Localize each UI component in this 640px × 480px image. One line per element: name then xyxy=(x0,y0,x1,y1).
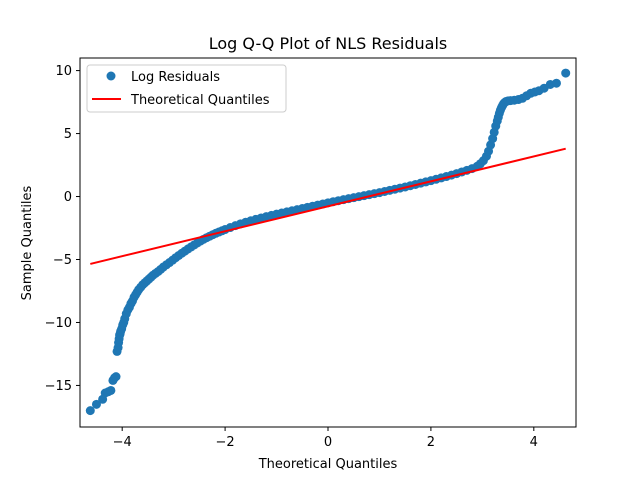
x-tick-label: 4 xyxy=(530,435,538,450)
plot-data-layer xyxy=(85,68,571,416)
legend-marker-log-residuals xyxy=(106,71,116,81)
residual-point xyxy=(91,399,101,409)
y-tick-label: −10 xyxy=(45,316,72,331)
y-tick-label: 5 xyxy=(64,127,72,142)
y-tick-label: 10 xyxy=(55,64,72,79)
x-tick-label: −4 xyxy=(113,435,132,450)
x-axis-label: Theoretical Quantiles xyxy=(258,457,398,472)
x-tick-label: 2 xyxy=(427,435,435,450)
x-tick-label: −2 xyxy=(216,435,235,450)
y-tick-label: −15 xyxy=(45,379,72,394)
x-tick-label: 0 xyxy=(324,435,332,450)
axis-ticks: −4 −2 0 2 4 −15 −10 −5 0 5 10 xyxy=(45,64,538,450)
residual-point xyxy=(551,78,561,88)
theoretical-quantiles-line xyxy=(90,147,566,265)
chart-title: Log Q-Q Plot of NLS Residuals xyxy=(209,34,448,53)
residual-point xyxy=(111,372,121,382)
residual-point xyxy=(561,68,571,78)
y-tick-label: 0 xyxy=(64,190,72,205)
residual-point xyxy=(85,406,95,416)
legend: Log Residuals Theoretical Quantiles xyxy=(86,64,287,113)
y-tick-label: −5 xyxy=(53,253,72,268)
legend-label-log-residuals: Log Residuals xyxy=(131,70,220,85)
y-axis-label: Sample Quantiles xyxy=(20,185,35,300)
legend-box xyxy=(86,64,287,113)
residual-point xyxy=(106,385,116,395)
legend-label-theoretical-quantiles: Theoretical Quantiles xyxy=(130,93,270,108)
